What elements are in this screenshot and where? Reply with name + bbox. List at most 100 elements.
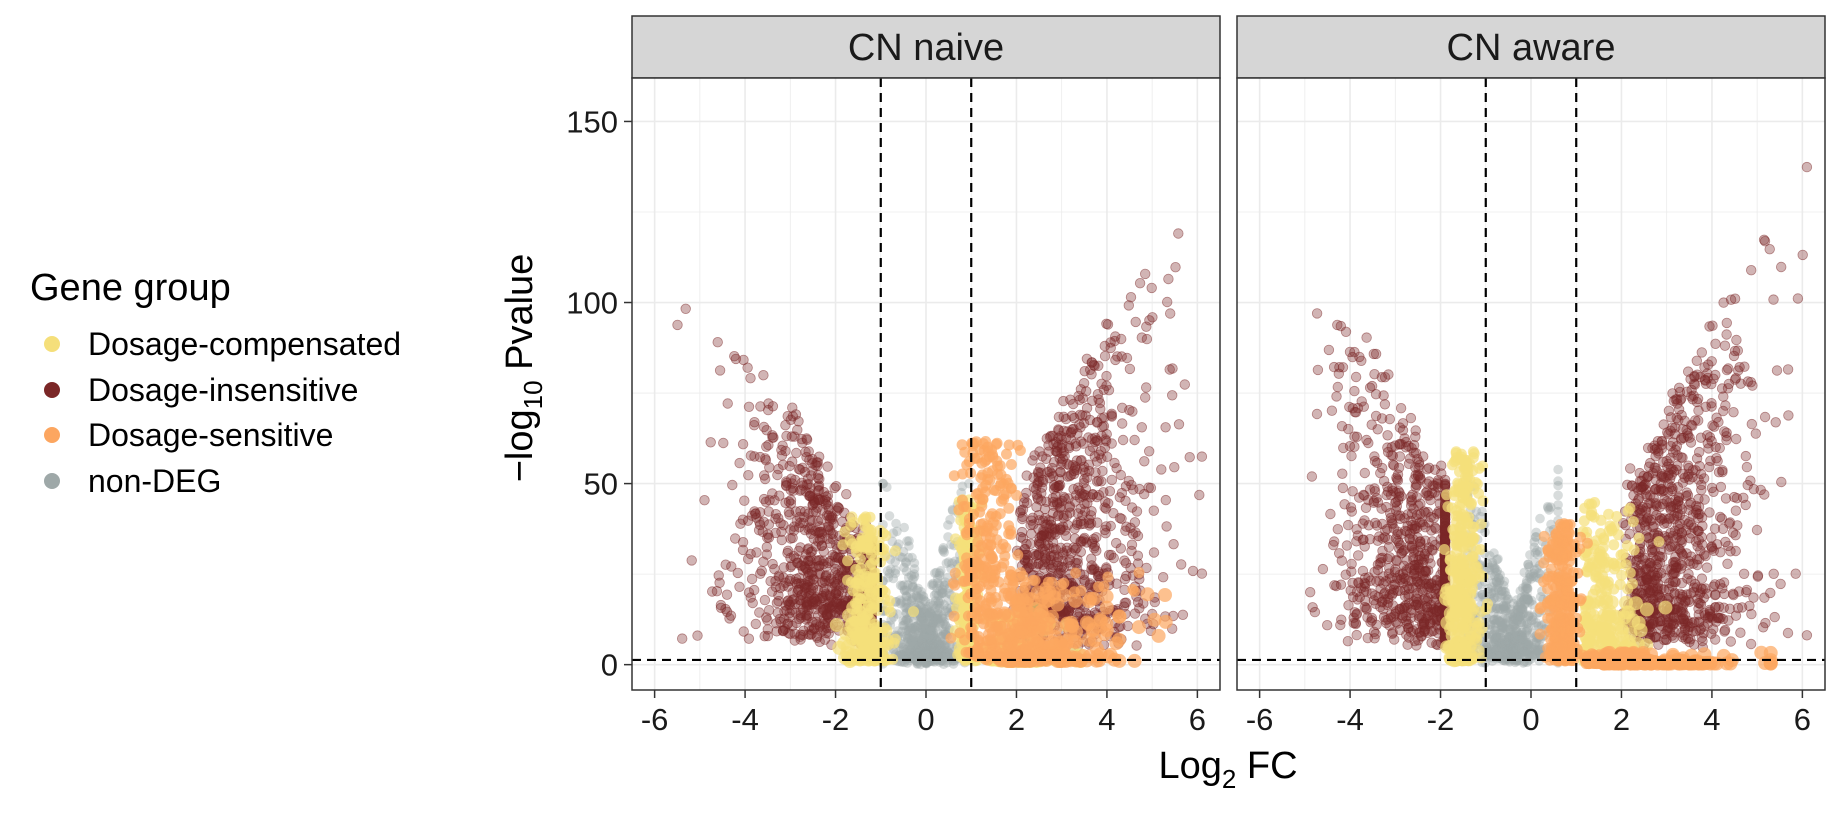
point-dosage-compensated: [890, 545, 901, 556]
y-tick-label: 100: [566, 286, 618, 321]
point-dosage-insensitive: [1089, 360, 1099, 370]
point-dosage-insensitive: [788, 533, 798, 543]
point-dosage-insensitive: [1389, 524, 1399, 534]
point-dosage-sensitive: [985, 570, 996, 581]
point-dosage-insensitive: [1053, 561, 1063, 571]
x-tick-label: 0: [917, 702, 934, 737]
point-dosage-insensitive: [744, 402, 754, 412]
point-dosage-insensitive: [735, 458, 745, 468]
point-non-deg: [904, 536, 914, 546]
point-dosage-insensitive: [1197, 452, 1207, 462]
point-dosage-insensitive: [1141, 383, 1151, 393]
point-dosage-insensitive: [723, 399, 733, 409]
point-dosage-sensitive: [1083, 592, 1097, 606]
point-dosage-insensitive: [784, 507, 794, 517]
point-dosage-sensitive: [1030, 575, 1041, 586]
point-dosage-insensitive: [1333, 320, 1343, 330]
point-dosage-insensitive: [794, 464, 804, 474]
point-dosage-insensitive: [733, 568, 743, 578]
point-dosage-insensitive: [1140, 269, 1150, 279]
point-dosage-compensated: [860, 652, 871, 663]
point-dosage-insensitive: [749, 585, 759, 595]
point-dosage-insensitive: [802, 603, 812, 613]
point-dosage-insensitive: [1357, 397, 1367, 407]
point-dosage-insensitive: [1174, 420, 1184, 430]
point-dosage-insensitive: [749, 420, 759, 430]
point-dosage-insensitive: [1149, 548, 1159, 558]
point-dosage-sensitive: [1100, 589, 1114, 603]
point-dosage-insensitive: [1140, 457, 1150, 467]
point-dosage-insensitive: [1088, 490, 1098, 500]
point-dosage-sensitive: [948, 578, 959, 589]
point-dosage-insensitive: [1022, 471, 1032, 481]
point-dosage-compensated: [830, 618, 844, 632]
point-dosage-insensitive: [1100, 351, 1110, 361]
point-dosage-insensitive: [1111, 332, 1121, 342]
point-dosage-insensitive: [759, 471, 769, 481]
point-dosage-sensitive: [1159, 615, 1173, 629]
point-dosage-insensitive: [1069, 413, 1079, 423]
point-non-deg: [1488, 560, 1498, 570]
point-non-deg: [964, 479, 974, 489]
point-dosage-insensitive: [1085, 446, 1095, 456]
point-dosage-insensitive: [1127, 540, 1137, 550]
point-dosage-insensitive: [792, 448, 802, 458]
point-dosage-insensitive: [1130, 435, 1140, 445]
point-non-deg: [1544, 505, 1554, 515]
point-non-deg: [1499, 581, 1509, 591]
point-dosage-insensitive: [1164, 274, 1174, 284]
point-dosage-compensated: [870, 567, 881, 578]
point-dosage-sensitive: [1112, 609, 1126, 623]
point-dosage-insensitive: [1090, 437, 1100, 447]
point-dosage-insensitive: [1076, 437, 1086, 447]
y-axis-label: −log10 Pvalue: [499, 254, 548, 483]
point-dosage-insensitive: [1100, 341, 1110, 351]
point-dosage-sensitive: [959, 635, 970, 646]
point-dosage-insensitive: [803, 474, 813, 484]
point-dosage-insensitive: [802, 434, 812, 444]
point-non-deg: [1489, 588, 1499, 598]
point-non-deg: [902, 596, 912, 606]
point-dosage-sensitive: [1005, 569, 1016, 580]
point-dosage-sensitive: [982, 520, 993, 531]
point-dosage-insensitive: [1343, 636, 1353, 646]
point-dosage-insensitive: [1135, 278, 1145, 288]
point-dosage-insensitive: [782, 606, 792, 616]
point-dosage-insensitive: [1401, 574, 1411, 584]
point-dosage-insensitive: [1307, 472, 1317, 482]
point-non-deg: [903, 580, 913, 590]
point-dosage-insensitive: [1197, 569, 1207, 579]
point-dosage-insensitive: [752, 513, 762, 523]
point-dosage-insensitive: [1385, 563, 1395, 573]
point-dosage-insensitive: [1124, 476, 1134, 486]
point-dosage-insensitive: [1424, 477, 1434, 487]
point-dosage-insensitive: [775, 491, 785, 501]
point-dosage-sensitive: [973, 488, 984, 499]
point-dosage-insensitive: [1403, 510, 1413, 520]
point-dosage-insensitive: [823, 462, 833, 472]
point-dosage-insensitive: [1106, 521, 1116, 531]
point-dosage-sensitive: [982, 539, 993, 550]
point-dosage-sensitive: [1020, 604, 1034, 618]
point-dosage-insensitive: [792, 558, 802, 568]
point-dosage-insensitive: [1384, 370, 1394, 380]
point-dosage-sensitive: [1003, 478, 1014, 489]
point-dosage-insensitive: [1411, 463, 1421, 473]
point-dosage-insensitive: [824, 558, 834, 568]
point-dosage-insensitive: [783, 548, 793, 558]
point-dosage-sensitive: [972, 583, 983, 594]
point-dosage-insensitive: [1135, 484, 1145, 494]
x-tick-label: -2: [822, 702, 850, 737]
point-dosage-insensitive: [1102, 381, 1112, 391]
point-dosage-insensitive: [746, 373, 756, 383]
point-non-deg: [899, 523, 909, 533]
point-dosage-insensitive: [693, 631, 703, 641]
point-dosage-sensitive: [1017, 571, 1028, 582]
point-dosage-insensitive: [1371, 411, 1381, 421]
point-dosage-compensated: [857, 630, 868, 641]
point-dosage-insensitive: [1377, 463, 1387, 473]
point-dosage-insensitive: [764, 520, 774, 530]
point-dosage-insensitive: [756, 569, 766, 579]
point-dosage-insensitive: [1388, 460, 1398, 470]
point-dosage-compensated: [855, 554, 866, 565]
